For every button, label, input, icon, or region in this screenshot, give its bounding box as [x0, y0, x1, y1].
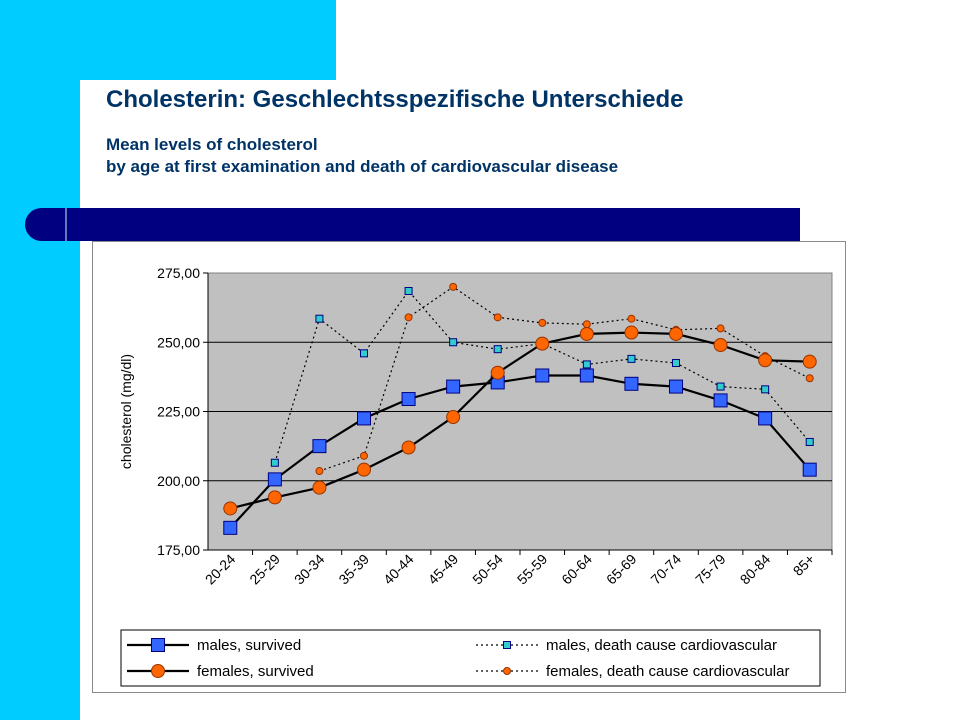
chart-area: 175,00 200,00 225,00 250,00 275,00 20-24 25-29…	[92, 241, 846, 693]
series-line-2	[230, 331, 810, 510]
data-point	[401, 440, 416, 455]
x-tick-label: 85+	[790, 551, 818, 579]
legend-swatch-marker	[503, 641, 511, 649]
header-band	[25, 208, 800, 241]
data-point	[535, 368, 550, 383]
data-point	[270, 458, 279, 467]
x-tick-label: 35-39	[335, 551, 372, 588]
x-tick-label: 50-54	[469, 551, 506, 588]
data-point	[360, 349, 368, 358]
data-point	[267, 472, 282, 487]
data-point	[449, 282, 458, 291]
legend	[120, 629, 821, 687]
data-point	[624, 376, 639, 391]
slide-title: Cholesterin: Geschlechtsspezifische Unte…	[106, 86, 684, 113]
data-point	[758, 411, 773, 426]
y-axis-title: cholesterol (mg/dl)	[118, 354, 134, 469]
data-point	[582, 360, 591, 369]
y-tick-label: 225,00	[157, 404, 200, 420]
header-band-divider	[65, 208, 67, 241]
data-point	[805, 437, 814, 446]
data-point	[535, 336, 550, 351]
data-point	[758, 353, 773, 368]
subtitle-line-2: by age at first examination and death of…	[106, 157, 619, 176]
data-point	[315, 467, 324, 476]
data-point	[404, 313, 413, 322]
legend-label: males, death cause cardiovascular	[546, 637, 777, 654]
data-point	[672, 359, 680, 368]
data-point	[446, 410, 461, 425]
y-tick-label: 250,00	[157, 334, 200, 350]
data-point	[357, 462, 371, 477]
data-point	[223, 520, 238, 535]
legend-swatch-marker	[151, 638, 165, 652]
x-tick-label: 20-24	[202, 551, 239, 588]
x-tick-label: 60-64	[558, 551, 595, 588]
x-tick-label: 40-44	[380, 551, 417, 588]
x-tick-label: 75-79	[692, 551, 729, 588]
x-tick-label: 80-84	[737, 551, 774, 588]
data-point	[493, 313, 502, 322]
data-point	[802, 354, 817, 369]
slide-subtitle: Mean levels of cholesterol by age at fir…	[106, 134, 618, 178]
accent-bar-left	[0, 0, 80, 720]
data-point	[627, 354, 636, 363]
data-point	[357, 411, 371, 426]
x-tick-label: 45-49	[425, 551, 462, 588]
legend-label: females, survived	[197, 663, 314, 680]
accent-bar-top	[80, 0, 336, 80]
y-tick-label: 275,00	[157, 265, 200, 281]
data-point	[805, 374, 814, 383]
x-tick-label: 55-59	[514, 551, 551, 588]
data-point	[449, 338, 458, 347]
data-point	[669, 326, 683, 341]
data-point	[404, 287, 413, 296]
data-point	[624, 325, 639, 340]
legend-swatch-marker	[151, 664, 165, 678]
data-point	[493, 345, 502, 354]
data-point	[490, 365, 505, 380]
data-point	[267, 490, 282, 505]
data-point	[312, 439, 327, 454]
series-line-0	[229, 374, 811, 529]
x-tick-label: 25-29	[246, 551, 283, 588]
line-chart: 175,00 200,00 225,00 250,00 275,00 20-24 25-29…	[118, 265, 833, 687]
x-tick-label: 65-69	[603, 551, 640, 588]
data-point	[446, 379, 461, 394]
data-point	[360, 451, 368, 460]
legend-label: females, death cause cardiovascular	[546, 663, 789, 680]
data-point	[627, 314, 636, 323]
legend-label: males, survived	[197, 637, 301, 654]
data-point	[579, 368, 594, 383]
data-point	[582, 320, 591, 329]
legend-swatch-marker	[503, 667, 511, 675]
data-point	[579, 326, 594, 341]
data-point	[716, 324, 725, 333]
x-tick-label: 70-74	[647, 551, 684, 588]
data-point	[538, 318, 547, 327]
y-tick-label: 200,00	[157, 473, 200, 489]
data-point	[315, 314, 324, 323]
data-point	[312, 480, 327, 495]
subtitle-line-1: Mean levels of cholesterol	[106, 135, 318, 154]
data-point	[716, 382, 725, 391]
x-tick-label: 30-34	[291, 551, 328, 588]
data-point	[669, 379, 683, 394]
y-tick-label: 175,00	[157, 542, 200, 558]
data-point	[223, 501, 238, 516]
data-point	[713, 338, 728, 353]
data-point	[802, 462, 817, 477]
data-point	[761, 385, 770, 394]
data-point	[713, 393, 728, 408]
data-point	[401, 392, 416, 407]
